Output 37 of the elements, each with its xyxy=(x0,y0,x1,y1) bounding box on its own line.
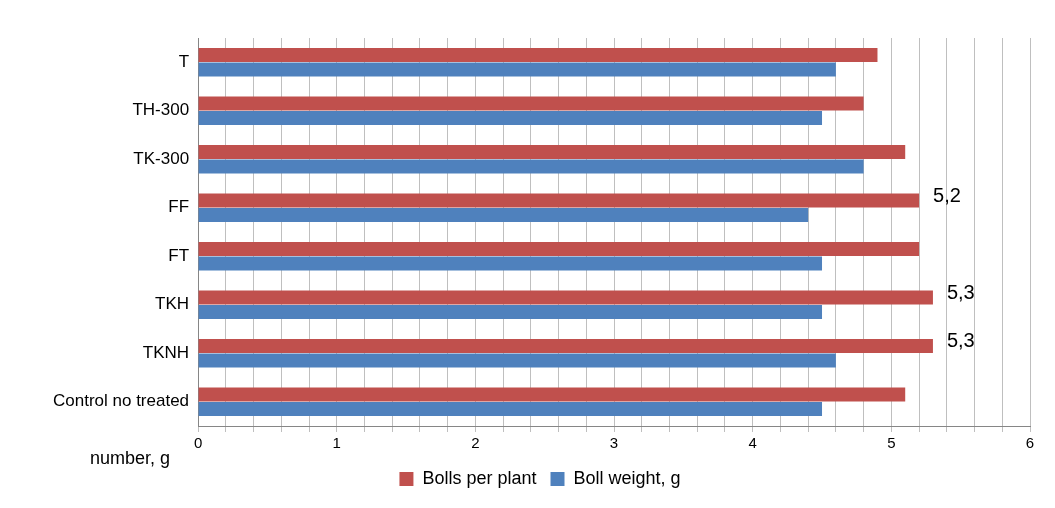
data-label: 5,3 xyxy=(946,329,975,352)
bar xyxy=(198,48,878,62)
x-tick-label: 4 xyxy=(748,434,757,452)
bar xyxy=(198,62,836,77)
x-tick-label: 6 xyxy=(1025,434,1035,452)
y-tick-label: TKH xyxy=(155,294,190,314)
bar xyxy=(198,339,933,353)
y-tick-label: TKNH xyxy=(142,342,190,362)
legend-label: Boll weight, g xyxy=(573,467,681,488)
x-axis-title: number, g xyxy=(90,447,171,468)
y-tick-label: T xyxy=(178,51,190,71)
bar xyxy=(198,402,823,416)
data-label: 5,2 xyxy=(933,183,961,206)
bar xyxy=(198,305,823,319)
y-tick-label: TH-300 xyxy=(132,100,190,120)
bar xyxy=(198,96,864,111)
bar xyxy=(198,256,823,271)
y-tick-label: FT xyxy=(168,245,190,265)
bar xyxy=(198,242,920,256)
data-label: 5,3 xyxy=(946,280,975,303)
x-tick-label: 5 xyxy=(887,434,896,452)
y-tick-label: FF xyxy=(168,197,190,217)
bar xyxy=(198,387,906,402)
x-tick-label: 2 xyxy=(471,434,480,452)
bar xyxy=(198,290,933,305)
bar xyxy=(198,111,823,125)
bar xyxy=(198,353,836,368)
bar xyxy=(198,193,920,208)
bar xyxy=(198,159,864,174)
x-tick-label: 1 xyxy=(332,434,341,452)
legend-label: Bolls per plant xyxy=(422,467,537,488)
y-tick-label: TK-300 xyxy=(133,148,190,168)
y-tick-label: Control no treated xyxy=(52,391,190,411)
bar xyxy=(198,208,809,222)
x-tick-label: 0 xyxy=(193,434,203,452)
x-tick-label: 3 xyxy=(609,434,619,452)
bar xyxy=(198,145,906,159)
